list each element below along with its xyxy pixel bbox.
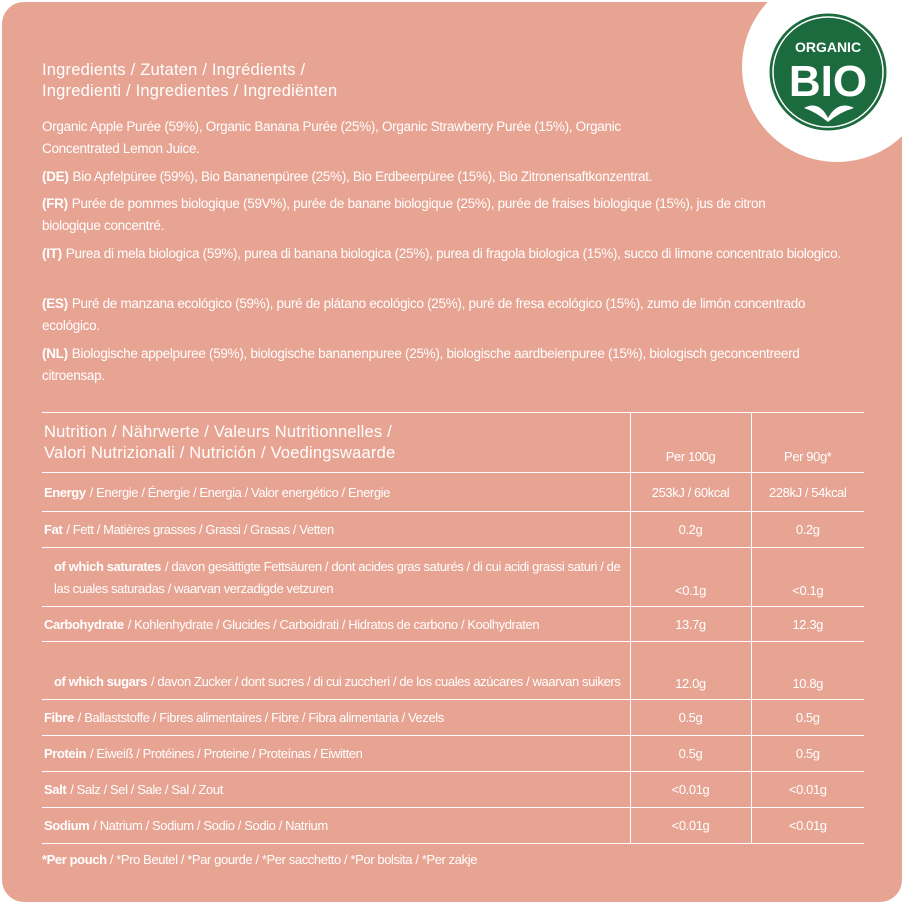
ingredients-text: Biologische appelpuree (59%), biologisch… — [42, 346, 800, 383]
lang-code: (NL) — [42, 346, 68, 361]
column-header: Per 90g* — [750, 412, 864, 473]
nutrient-label: Salt — [44, 782, 67, 797]
logo-main: BIO — [789, 57, 867, 106]
value-per-portion: 0.2g — [750, 511, 864, 548]
nutrient: of which saturates / davon gesättigte Fet… — [42, 547, 630, 607]
organic-bio-logo: ORGANIC BIO — [766, 10, 890, 134]
nutrient: of which sugars / davon Zucker / dont suc… — [42, 641, 630, 700]
nutrition-row: Energy / Energie / Énergie / Energia / Va… — [42, 472, 864, 512]
value-per-100g: <0.01g — [629, 771, 751, 808]
ingredients-es: (ES) Puré de manzana ecológico (59%), pur… — [42, 293, 822, 337]
nutrient-label: Fat — [44, 522, 63, 537]
heading-line: Ingredients / Zutaten / Ingrédients / — [42, 61, 306, 79]
footnote: *Per pouch / *Pro Beutel / *Par gourde /… — [42, 852, 477, 867]
value-per-100g: 0.2g — [629, 511, 751, 548]
footnote-text: / *Pro Beutel / *Par gourde / *Per sacch… — [109, 852, 478, 867]
ingredients-nl: (NL) Biologische appelpuree (59%), biolog… — [42, 343, 802, 387]
nutrient-translations: / Eiweiß / Protéines / Proteine / Proteí… — [89, 746, 363, 761]
nutrient-label: Sodium — [44, 818, 90, 833]
lang-code: (ES) — [42, 296, 68, 311]
nutrient-translations: / Natrium / Sodium / Sodio / Sodio / Nat… — [93, 818, 328, 833]
nutrient: Energy / Energie / Énergie / Energia / Va… — [42, 472, 630, 512]
value-per-100g: <0.1g — [629, 547, 751, 607]
nutrient-label: Protein — [44, 746, 86, 761]
table-header: Nutrition / Nährwerte / Valeurs Nutritio… — [42, 412, 864, 473]
value-per-portion: <0.01g — [750, 771, 864, 808]
ingredients-en: Organic Apple Purée (59%), Organic Banan… — [42, 119, 621, 156]
ingredients-text: Purea di mela biologica (59%), purea di … — [65, 246, 841, 261]
nutrient-label: Energy — [44, 484, 86, 500]
value-per-portion: 228kJ / 54kcal — [750, 472, 864, 512]
nutrient: Sodium / Natrium / Sodium / Sodio / Sodio… — [42, 807, 630, 844]
ingredients-text: Bio Apfelpüree (59%), Bio Bananenpüree (… — [72, 169, 653, 184]
nutrient-translations: / Fett / Matières grasses / Grassi / Gra… — [66, 522, 334, 537]
nutrient: Fibre / Ballaststoffe / Fibres alimentair… — [42, 699, 630, 736]
heading-line: Nutrition / Nährwerte / Valeurs Nutritio… — [44, 422, 392, 441]
nutrient-translations: / davon gesättigte Fettsäuren / dont aci… — [54, 559, 621, 596]
nutrient-label: of which saturates — [54, 559, 161, 574]
lang-code: (DE) — [42, 169, 69, 184]
lang-code: (FR) — [42, 196, 68, 211]
nutrition-heading: Nutrition / Nährwerte / Valeurs Nutritio… — [42, 412, 630, 473]
value-per-100g: 0.5g — [629, 735, 751, 772]
nutrition-row: Fat / Fett / Matières grasses / Grassi / … — [42, 511, 864, 548]
nutrition-row: of which sugars / davon Zucker / dont suc… — [42, 641, 864, 700]
nutrient-label: Fibre — [44, 710, 74, 725]
value-per-100g: 253kJ / 60kcal — [629, 472, 751, 512]
nutrient: Carbohydrate / Kohlenhydrate / Glucides /… — [42, 606, 630, 642]
ingredients-text: Purée de pommes biologique (59V%), purée… — [42, 196, 766, 233]
ingredients-it: (IT) Purea di mela biologica (59%), purea… — [42, 243, 872, 265]
nutrition-row: Sodium / Natrium / Sodium / Sodio / Sodio… — [42, 807, 864, 844]
logo-top: ORGANIC — [795, 39, 861, 55]
value-per-portion: <0.01g — [750, 807, 864, 844]
nutrition-row: Protein / Eiweiß / Protéines / Proteine /… — [42, 735, 864, 772]
nutrient-label: of which sugars — [54, 674, 147, 689]
nutrient-label: Carbohydrate — [44, 616, 124, 632]
nutrient-translations: / davon Zucker / dont sucres / di cui zu… — [150, 674, 621, 689]
value-per-portion: 10.8g — [750, 641, 864, 700]
nutrient-translations: / Salz / Sel / Sale / Sal / Zout — [70, 782, 223, 797]
heading-line: Valori Nutrizionali / Nutrición / Voedin… — [44, 443, 396, 462]
nutrient: Protein / Eiweiß / Protéines / Proteine /… — [42, 735, 630, 772]
column-header: Per 100g — [629, 412, 751, 473]
nutrition-row: Salt / Salz / Sel / Sale / Sal / Zout <0.0… — [42, 771, 864, 808]
nutrient-translations: / Ballaststoffe / Fibres alimentaires / … — [77, 710, 445, 725]
nutrient: Salt / Salz / Sel / Sale / Sal / Zout — [42, 771, 630, 808]
ingredients-fr: (FR) Purée de pommes biologique (59V%), p… — [42, 193, 772, 237]
nutrition-row: of which saturates / davon gesättigte Fet… — [42, 547, 864, 607]
nutrient: Fat / Fett / Matières grasses / Grassi / … — [42, 511, 630, 548]
nutrition-row: Carbohydrate / Kohlenhydrate / Glucides /… — [42, 606, 864, 642]
footnote-label: *Per pouch — [42, 852, 107, 867]
value-per-portion: <0.1g — [750, 547, 864, 607]
value-per-portion: 0.5g — [750, 735, 864, 772]
ingredients-heading: Ingredients / Zutaten / Ingrédients / In… — [42, 60, 337, 102]
lang-code: (IT) — [42, 246, 62, 261]
value-per-100g: <0.01g — [629, 807, 751, 844]
ingredients-text: Puré de manzana ecológico (59%), puré de… — [42, 296, 806, 333]
nutrient-translations: / Kohlenhydrate / Glucides / Carboidrati… — [127, 616, 540, 632]
value-per-100g: 13.7g — [629, 606, 751, 642]
nutrient-translations: / Energie / Énergie / Energia / Valor en… — [89, 484, 391, 500]
nutrition-row: Fibre / Ballaststoffe / Fibres alimentair… — [42, 699, 864, 736]
value-per-portion: 0.5g — [750, 699, 864, 736]
ingredients-de: (DE) Bio Apfelpüree (59%), Bio Bananenpür… — [42, 166, 872, 188]
nutrition-table: Nutrition / Nährwerte / Valeurs Nutritio… — [42, 412, 864, 844]
value-per-100g: 12.0g — [629, 641, 751, 700]
heading-line: Ingredienti / Ingredientes / Ingrediënte… — [42, 82, 338, 100]
value-per-100g: 0.5g — [629, 699, 751, 736]
value-per-portion: 12.3g — [750, 606, 864, 642]
